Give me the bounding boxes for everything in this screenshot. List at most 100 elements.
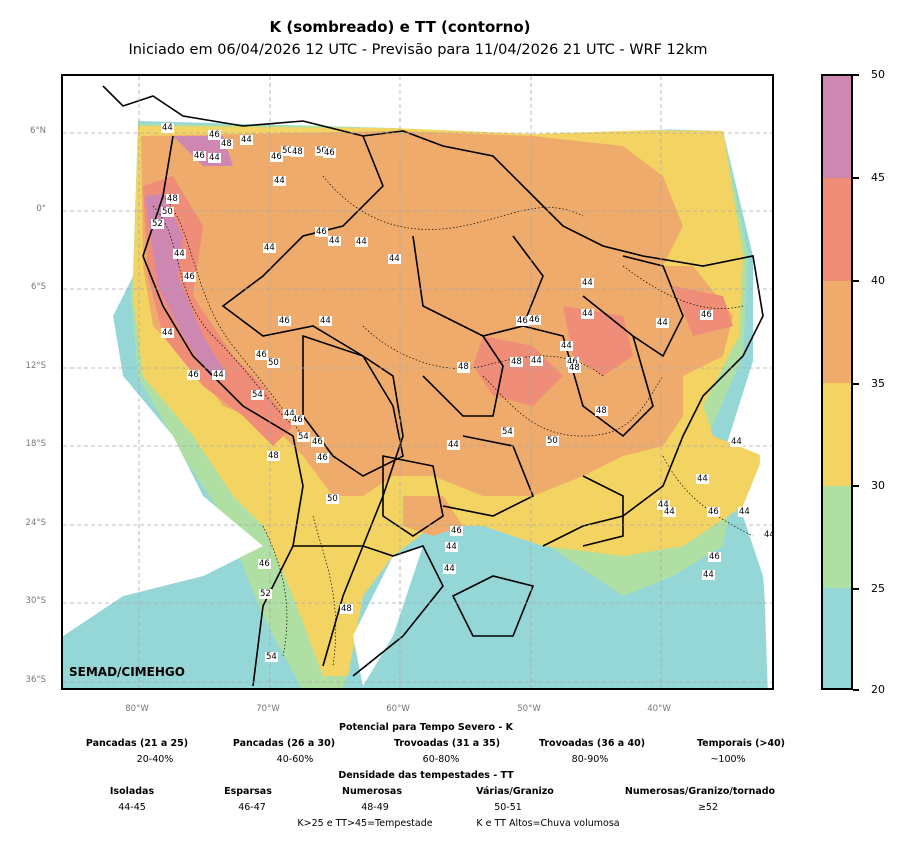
border-andes <box>142 135 304 687</box>
contour-label: 44 <box>319 316 332 326</box>
contour-label: 44 <box>656 318 669 328</box>
colorbar-tick: 25 <box>871 582 885 595</box>
contour-label: 54 <box>265 652 278 662</box>
colorbar <box>821 74 853 690</box>
ocean-atlantic-east <box>753 126 772 688</box>
colorbar-tickmark <box>853 383 859 385</box>
ocean-pacific <box>63 316 263 636</box>
contour-label: 48 <box>166 194 179 204</box>
border-argentina <box>293 545 444 677</box>
contour-label: 46 <box>193 151 206 161</box>
lon-label: 50°W <box>517 704 541 714</box>
contour-label: 46 <box>315 227 328 237</box>
legend-tt-item-name: Isoladas <box>109 786 155 797</box>
lat-label: 12°S <box>25 361 46 371</box>
contour-label: 50 <box>326 494 339 504</box>
border-states-6 <box>582 475 624 547</box>
contour-label: 48 <box>340 604 353 614</box>
contour-label: 50 <box>546 436 559 446</box>
colorbar-segment <box>823 178 851 281</box>
legend-footer-left: K>25 e TT>45=Tempestade <box>297 818 433 829</box>
colorbar-segment <box>823 383 851 486</box>
contour-label: 46 <box>516 316 529 326</box>
lon-label: 40°W <box>647 704 671 714</box>
legend-tt-item-name: Numerosas/Granizo/tornado <box>624 786 776 797</box>
legend-k-item-name: Trovoadas (36 a 40) <box>538 738 646 749</box>
contour-label: 48 <box>267 451 280 461</box>
legend-tt-item-value: 50-51 <box>494 802 522 813</box>
lat-label: 24°S <box>25 518 46 528</box>
contour-label: 54 <box>297 432 310 442</box>
contour-label: 52 <box>151 219 164 229</box>
colorbar-tick: 45 <box>871 171 885 184</box>
contour-label: 46 <box>255 350 268 360</box>
contour-label: 48 <box>568 363 581 373</box>
colorbar-tickmark <box>853 485 859 487</box>
colorbar-tick: 30 <box>871 479 885 492</box>
legend-footer-right: K e TT Altos=Chuva volumosa <box>476 818 620 829</box>
border-states-3 <box>422 335 504 417</box>
contour-label: 46 <box>316 453 329 463</box>
contour-label: 44 <box>388 254 401 264</box>
border-states-1 <box>412 235 544 337</box>
colorbar-tick: 35 <box>871 377 885 390</box>
k-shading-35-40b <box>403 496 463 536</box>
contour-label: 44 <box>273 176 286 186</box>
contour-label: 44 <box>161 123 174 133</box>
tt-contour-8 <box>662 455 754 537</box>
colorbar-tickmark <box>853 74 859 76</box>
legend-tt-title: Densidade das tempestades - TT <box>338 770 514 781</box>
contour-label: 46 <box>708 552 721 562</box>
tt-contour-7 <box>312 515 336 667</box>
contour-label: 44 <box>283 409 296 419</box>
legend-tt-item-value: 46-47 <box>238 802 266 813</box>
colorbar-tickmark <box>853 588 859 590</box>
colorbar-tick: 40 <box>871 274 885 287</box>
legend-k-item-value: 40-60% <box>276 754 314 765</box>
border-paraguay <box>382 455 444 537</box>
ocean-south-pocket <box>353 546 423 686</box>
contour-label: 44 <box>581 309 594 319</box>
contour-label: 46 <box>566 357 579 367</box>
contour-label: 46 <box>270 152 283 162</box>
colorbar-tickmark <box>853 689 859 691</box>
contour-label: 44 <box>530 356 543 366</box>
contour-label: 50 <box>161 207 174 217</box>
contour-label: 46 <box>258 559 271 569</box>
contour-label: 54 <box>251 390 264 400</box>
contour-label: 54 <box>501 427 514 437</box>
contour-label: 50 <box>267 358 280 368</box>
contour-label: 48 <box>291 147 304 157</box>
contour-label: 46 <box>278 316 291 326</box>
colorbar-segment <box>823 588 851 688</box>
lat-label: 0° <box>36 204 46 214</box>
contour-label: 46 <box>187 370 200 380</box>
contour-label: 44 <box>263 243 276 253</box>
border-uruguay <box>451 575 535 637</box>
legend-k-title: Potencial para Tempo Severo - K <box>339 722 513 733</box>
contour-label: 44 <box>702 570 715 580</box>
k-shading-45-50 <box>145 194 228 381</box>
contour-label: 46 <box>528 315 541 325</box>
contour-label: 44 <box>328 236 341 246</box>
lat-label: 30°S <box>25 596 46 606</box>
legend-tt-item-name: Várias/Granizo <box>476 786 554 797</box>
contour-label: 46 <box>291 415 304 425</box>
colorbar-segment <box>823 76 851 178</box>
legend-tt-item-value: 48-49 <box>361 802 389 813</box>
tt-contours <box>152 175 754 667</box>
contour-label: 46 <box>707 507 720 517</box>
lat-label: 18°S <box>25 439 46 449</box>
contour-label: 50 <box>315 146 328 156</box>
tt-contour-5 <box>482 375 664 437</box>
contour-label: 44 <box>560 341 573 351</box>
contour-label: 48 <box>510 357 523 367</box>
legend-k-item-name: Trovoadas (31 a 35) <box>393 738 501 749</box>
contour-label: 44 <box>657 500 670 510</box>
contour-label: 46 <box>311 437 324 447</box>
sea-caribbean <box>123 76 772 134</box>
lon-label: 70°W <box>256 704 280 714</box>
brand-label: SEMAD/CIMEHGO <box>69 665 185 679</box>
border-brazil-west <box>221 135 404 667</box>
contour-label: 44 <box>355 237 368 247</box>
